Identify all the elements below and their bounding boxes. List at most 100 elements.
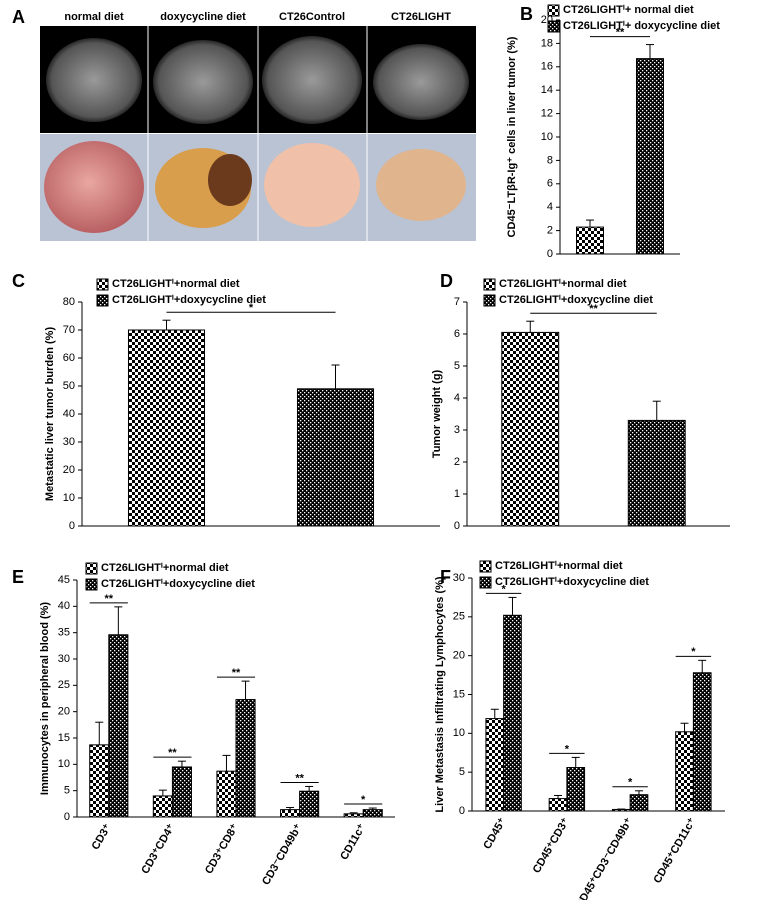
significance-label: ** — [168, 747, 177, 759]
y-tick-label: 30 — [58, 653, 70, 665]
y-tick-label: 4 — [547, 201, 553, 213]
legend-label: CT26LIGHTⁱ+ doxycycline diet — [563, 19, 720, 32]
y-tick-label: 80 — [63, 296, 75, 308]
legend-label: CT26LIGHTⁱ+ normal diet — [563, 3, 694, 16]
y-axis-label: Immunocytes in peripheral blood (%) — [39, 602, 51, 795]
mri-image — [373, 44, 469, 120]
bar — [566, 767, 586, 812]
legend-swatch — [483, 278, 496, 291]
x-tick-label: CD45⁺CD3⁺ — [531, 816, 572, 876]
y-tick-label: 5 — [64, 785, 70, 797]
y-tick-label: 6 — [454, 328, 460, 340]
y-tick-label: 2 — [454, 456, 460, 468]
y-axis-label: Tumor weight (g) — [431, 369, 443, 458]
bar — [280, 809, 301, 818]
bar — [235, 699, 256, 818]
bar — [675, 731, 694, 812]
legend-swatch — [547, 4, 560, 17]
image-label: CT26LIGHT — [391, 11, 451, 23]
image-label: normal diet — [64, 11, 124, 23]
panel-letter: A — [12, 7, 25, 27]
y-tick-label: 0 — [547, 248, 553, 260]
legend-label: CT26LIGHTⁱ+normal diet — [112, 277, 240, 290]
bar — [501, 331, 560, 527]
y-tick-label: 40 — [63, 408, 75, 420]
bar — [296, 388, 375, 527]
legend-label: CT26LIGHTⁱ+normal diet — [499, 277, 627, 290]
x-tick-label: CD45⁺CD11c⁺ — [651, 816, 698, 886]
y-tick-label: 7 — [454, 296, 460, 308]
x-tick-label: CD45⁺ — [481, 816, 508, 852]
legend-swatch — [547, 20, 560, 33]
significance-label: ** — [232, 667, 241, 679]
bar — [611, 808, 631, 812]
significance-label: * — [691, 646, 696, 658]
liver-photo — [44, 141, 144, 233]
y-tick-label: 20 — [63, 464, 75, 476]
y-tick-label: 5 — [454, 360, 460, 372]
mri-image — [153, 40, 253, 124]
y-tick-label: 20 — [453, 650, 465, 662]
y-tick-label: 25 — [453, 611, 465, 623]
legend-label: CT26LIGHTⁱ+doxycycline diet — [112, 293, 266, 306]
bar — [343, 813, 364, 818]
bar — [89, 744, 110, 818]
liver-photo — [264, 143, 360, 227]
significance-label: * — [565, 743, 570, 755]
bar — [629, 794, 649, 812]
x-tick-label: CD3⁺ — [90, 822, 114, 852]
significance-label: * — [628, 777, 633, 789]
y-tick-label: 10 — [453, 727, 465, 739]
y-tick-label: 50 — [63, 380, 75, 392]
x-tick-label: CD3⁻CD49b⁺ — [260, 822, 305, 887]
bar — [485, 718, 505, 812]
bar — [627, 419, 686, 527]
mri-image — [46, 38, 142, 122]
significance-label: ** — [295, 772, 304, 784]
panel-letter: B — [520, 4, 533, 24]
significance-label: ** — [105, 593, 114, 605]
mri-image — [262, 36, 362, 124]
legend-label: CT26LIGHTⁱ+doxycycline diet — [499, 293, 653, 306]
y-tick-label: 60 — [63, 352, 75, 364]
y-tick-label: 6 — [547, 178, 553, 190]
x-tick-label: CD3⁺CD8⁺ — [203, 822, 241, 876]
y-tick-label: 4 — [454, 392, 460, 404]
y-axis-label: Liver Metastasis Infiltrating Lymphocyte… — [434, 576, 446, 812]
y-tick-label: 18 — [541, 37, 553, 49]
y-tick-label: 15 — [58, 732, 70, 744]
y-tick-label: 25 — [58, 679, 70, 691]
significance-label: ** — [589, 303, 598, 315]
y-tick-label: 0 — [64, 811, 70, 823]
bar — [362, 809, 383, 818]
legend-label: CT26LIGHTⁱ+doxycycline diet — [495, 575, 649, 588]
significance-label: * — [249, 302, 254, 314]
y-tick-label: 10 — [541, 131, 553, 143]
significance-label: ** — [616, 26, 625, 38]
legend-swatch — [85, 562, 98, 575]
bar — [216, 770, 237, 818]
panel-letter: F — [440, 567, 451, 587]
y-tick-label: 0 — [454, 520, 460, 532]
y-tick-label: 40 — [58, 600, 70, 612]
y-tick-label: 16 — [541, 61, 553, 73]
legend-swatch — [483, 294, 496, 307]
y-tick-label: 10 — [58, 758, 70, 770]
y-tick-label: 10 — [63, 492, 75, 504]
bar — [636, 58, 664, 255]
y-tick-label: 14 — [541, 84, 553, 96]
y-tick-label: 8 — [547, 154, 553, 166]
y-tick-label: 0 — [459, 805, 465, 817]
panel-letter: D — [440, 271, 453, 291]
y-tick-label: 0 — [69, 520, 75, 532]
legend-swatch — [96, 294, 109, 307]
bar — [152, 795, 173, 818]
bar — [503, 614, 522, 812]
bar — [171, 766, 192, 818]
liver-photo — [208, 154, 252, 206]
image-panel: A normal diet doxycycline diet CT26Contr… — [12, 7, 476, 241]
x-tick-label: CD11c⁺ — [338, 822, 368, 862]
y-axis-label: CD45⁻LTβR-Ig⁺ cells in liver tumor (%) — [506, 36, 518, 237]
legend-label: CT26LIGHTⁱ+doxycycline diet — [101, 577, 255, 590]
